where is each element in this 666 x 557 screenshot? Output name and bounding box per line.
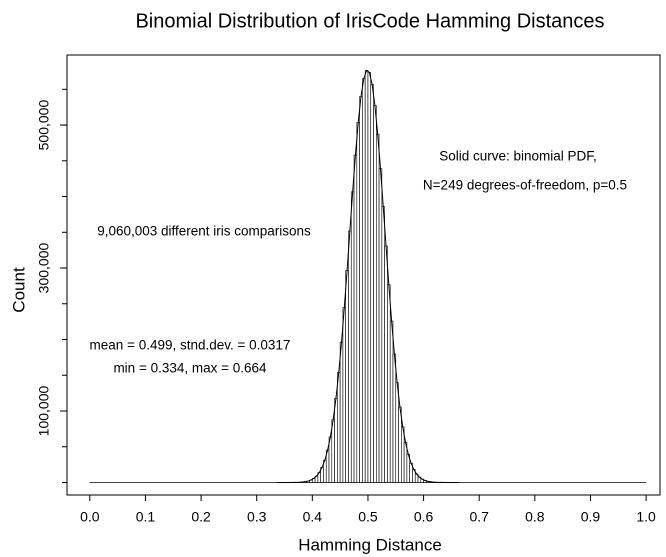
bar: [353, 154, 358, 483]
bar: [339, 341, 344, 483]
bar: [375, 133, 380, 483]
x-tick-label: 0.7: [469, 509, 489, 525]
plot-frame: [66, 54, 661, 496]
bar: [401, 426, 405, 483]
x-tick-label: 0.2: [191, 509, 211, 525]
annotation: mean = 0.499, stnd.dev. = 0.0317: [90, 338, 291, 353]
bar: [398, 406, 402, 483]
pdf-curve: [277, 69, 459, 483]
y-axis-label: Count: [9, 267, 28, 313]
bar: [362, 78, 366, 483]
bar: [395, 382, 399, 483]
bar: [367, 72, 372, 483]
bar: [342, 307, 346, 483]
x-tick-label: 0.0: [80, 509, 100, 525]
annotation: N=249 degrees-of-freedom, p=0.5: [423, 178, 627, 193]
x-tick-label: 0.5: [358, 509, 378, 525]
bar: [337, 372, 341, 483]
bar: [392, 353, 397, 483]
annotation: min = 0.334, max = 0.664: [113, 361, 267, 376]
bar: [381, 206, 385, 483]
y-tick-label: 300,000: [36, 243, 52, 294]
annotation: Solid curve: binomial PDF,: [439, 149, 597, 164]
x-tick-label: 0.8: [525, 509, 545, 525]
bar: [384, 245, 388, 483]
annotation: 9,060,003 different iris comparisons: [97, 224, 311, 239]
x-tick-label: 0.9: [581, 509, 601, 525]
bar: [378, 168, 383, 483]
bar: [331, 419, 335, 483]
x-tick-label: 0.1: [136, 509, 156, 525]
x-tick-label: 0.4: [303, 509, 323, 525]
x-tick-label: 0.3: [247, 509, 267, 525]
bar: [345, 270, 349, 483]
bar: [359, 96, 363, 483]
y-tick-label: 100,000: [36, 385, 52, 436]
bar: [389, 320, 394, 483]
bar: [364, 70, 369, 483]
bar: [370, 84, 374, 483]
bar: [348, 230, 352, 483]
bar: [350, 191, 355, 483]
bar: [373, 105, 377, 483]
bar: [387, 284, 391, 483]
y-tick-label: 500,000: [36, 100, 52, 151]
bar: [334, 398, 338, 483]
x-tick-label: 1.0: [636, 509, 656, 525]
bar: [356, 122, 360, 483]
x-axis-label: Hamming Distance: [298, 535, 442, 554]
x-tick-label: 0.6: [414, 509, 434, 525]
chart-title: Binomial Distribution of IrisCode Hammin…: [135, 10, 604, 32]
